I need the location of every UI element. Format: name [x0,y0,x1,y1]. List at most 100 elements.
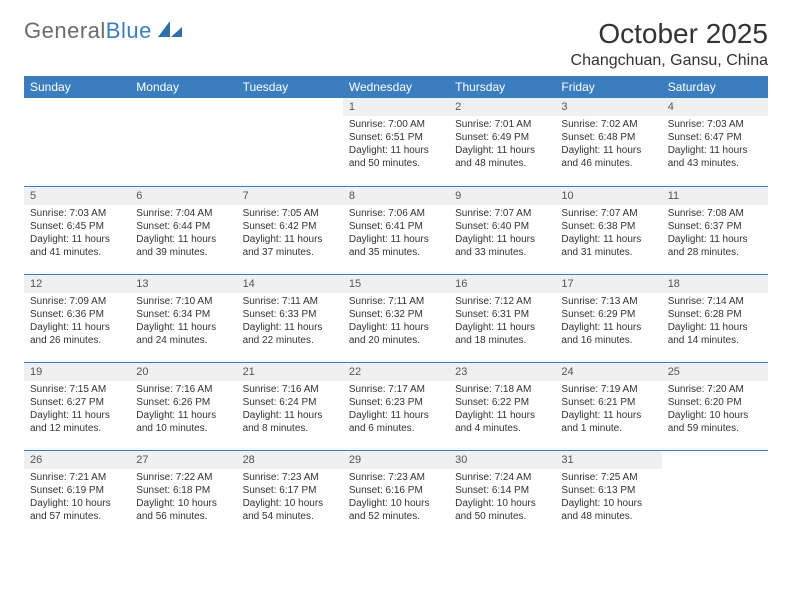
day-number: 14 [237,275,343,293]
calendar-cell: .. [662,450,768,538]
day-number: 7 [237,187,343,205]
calendar-cell: 24Sunrise: 7:19 AMSunset: 6:21 PMDayligh… [555,362,661,450]
day-number: 21 [237,363,343,381]
sunset-line: Sunset: 6:21 PM [561,396,655,409]
day-number: 27 [130,451,236,469]
sunset-line: Sunset: 6:20 PM [668,396,762,409]
day-detail: Sunrise: 7:16 AMSunset: 6:24 PMDaylight:… [237,381,343,439]
day-detail: Sunrise: 7:12 AMSunset: 6:31 PMDaylight:… [449,293,555,351]
day-detail: Sunrise: 7:23 AMSunset: 6:17 PMDaylight:… [237,469,343,527]
daylight-line: Daylight: 11 hours and 22 minutes. [243,321,337,347]
day-number: 24 [555,363,661,381]
sunrise-line: Sunrise: 7:12 AM [455,295,549,308]
sunset-line: Sunset: 6:49 PM [455,131,549,144]
daylight-line: Daylight: 10 hours and 50 minutes. [455,497,549,523]
day-number: 23 [449,363,555,381]
sunrise-line: Sunrise: 7:05 AM [243,207,337,220]
daylight-line: Daylight: 10 hours and 54 minutes. [243,497,337,523]
sunset-line: Sunset: 6:42 PM [243,220,337,233]
sunrise-line: Sunrise: 7:20 AM [668,383,762,396]
sunrise-line: Sunrise: 7:17 AM [349,383,443,396]
day-detail: Sunrise: 7:03 AMSunset: 6:47 PMDaylight:… [662,116,768,174]
day-number: 29 [343,451,449,469]
day-detail: Sunrise: 7:18 AMSunset: 6:22 PMDaylight:… [449,381,555,439]
sunset-line: Sunset: 6:29 PM [561,308,655,321]
calendar-page: GeneralBlue October 2025 Changchuan, Gan… [0,0,792,538]
sunrise-line: Sunrise: 7:03 AM [30,207,124,220]
day-number: 9 [449,187,555,205]
day-number: 15 [343,275,449,293]
calendar-table: Sunday Monday Tuesday Wednesday Thursday… [24,76,768,538]
calendar-cell: 25Sunrise: 7:20 AMSunset: 6:20 PMDayligh… [662,362,768,450]
sunset-line: Sunset: 6:23 PM [349,396,443,409]
sunset-line: Sunset: 6:48 PM [561,131,655,144]
calendar-cell: 16Sunrise: 7:12 AMSunset: 6:31 PMDayligh… [449,274,555,362]
day-number: 1 [343,98,449,116]
sunset-line: Sunset: 6:33 PM [243,308,337,321]
calendar-cell: 5Sunrise: 7:03 AMSunset: 6:45 PMDaylight… [24,186,130,274]
daylight-line: Daylight: 11 hours and 10 minutes. [136,409,230,435]
calendar-cell: 8Sunrise: 7:06 AMSunset: 6:41 PMDaylight… [343,186,449,274]
sunset-line: Sunset: 6:37 PM [668,220,762,233]
sunrise-line: Sunrise: 7:14 AM [668,295,762,308]
weekday-header: Monday [130,76,236,98]
logo: GeneralBlue [24,18,184,44]
logo-text-1: General [24,18,106,44]
calendar-week-row: 19 Sunrise: 7:15 AMSunset: 6:27 PM Dayligh… [24,362,768,450]
sunset-line: Sunset: 6:26 PM [136,396,230,409]
weekday-header-row: Sunday Monday Tuesday Wednesday Thursday… [24,76,768,98]
calendar-cell: 27Sunrise: 7:22 AMSunset: 6:18 PMDayligh… [130,450,236,538]
calendar-cell: 12Sunrise: 7:09 AMSunset: 6:36 PMDayligh… [24,274,130,362]
day-number: 4 [662,98,768,116]
daylight-line: Daylight: 11 hours and 41 minutes. [30,233,124,259]
calendar-cell: 1Sunrise: 7:00 AMSunset: 6:51 PMDaylight… [343,98,449,186]
day-number: 28 [237,451,343,469]
calendar-cell: .. [130,98,236,186]
day-detail: Sunrise: 7:03 AMSunset: 6:45 PMDaylight:… [24,205,130,263]
daylight-line: Daylight: 11 hours and 4 minutes. [455,409,549,435]
day-number: 19 [24,363,130,381]
sunset-line: Sunset: 6:17 PM [243,484,337,497]
sunset-line: Sunset: 6:44 PM [136,220,230,233]
daylight-line: Daylight: 11 hours and 8 minutes. [243,409,337,435]
calendar-cell: 29Sunrise: 7:23 AMSunset: 6:16 PMDayligh… [343,450,449,538]
day-detail: Sunrise: 7:20 AMSunset: 6:20 PMDaylight:… [662,381,768,439]
daylight-line: Daylight: 11 hours and 31 minutes. [561,233,655,259]
sunrise-line: Sunrise: 7:10 AM [136,295,230,308]
calendar-cell: 22Sunrise: 7:17 AMSunset: 6:23 PMDayligh… [343,362,449,450]
sunrise-line: Sunrise: 7:23 AM [243,471,337,484]
day-number: 22 [343,363,449,381]
day-number: 2 [449,98,555,116]
calendar-week-row: ......1Sunrise: 7:00 AMSunset: 6:51 PMDa… [24,98,768,186]
sunset-line: Sunset: 6:19 PM [30,484,124,497]
daylight-line: Daylight: 11 hours and 43 minutes. [668,144,762,170]
day-number: 11 [662,187,768,205]
sunrise-line: Sunrise: 7:18 AM [455,383,549,396]
sunrise-line: Sunrise: 7:22 AM [136,471,230,484]
sunrise-line: Sunrise: 7:15 AM [30,383,124,396]
day-detail: Sunrise: 7:02 AMSunset: 6:48 PMDaylight:… [555,116,661,174]
weekday-header: Thursday [449,76,555,98]
daylight-line: Daylight: 11 hours and 50 minutes. [349,144,443,170]
daylight-line: Daylight: 11 hours and 35 minutes. [349,233,443,259]
day-detail: Sunrise: 7:25 AMSunset: 6:13 PMDaylight:… [555,469,661,527]
sunrise-line: Sunrise: 7:06 AM [349,207,443,220]
sunset-line: Sunset: 6:31 PM [455,308,549,321]
calendar-cell: 15Sunrise: 7:11 AMSunset: 6:32 PMDayligh… [343,274,449,362]
sunset-line: Sunset: 6:27 PM [30,396,124,409]
daylight-line: Daylight: 11 hours and 37 minutes. [243,233,337,259]
calendar-cell: 18Sunrise: 7:14 AMSunset: 6:28 PMDayligh… [662,274,768,362]
daylight-line: Daylight: 11 hours and 20 minutes. [349,321,443,347]
day-detail: Sunrise: 7:08 AMSunset: 6:37 PMDaylight:… [662,205,768,263]
calendar-cell: 23Sunrise: 7:18 AMSunset: 6:22 PMDayligh… [449,362,555,450]
weekday-header: Sunday [24,76,130,98]
sunset-line: Sunset: 6:22 PM [455,396,549,409]
calendar-cell: 9Sunrise: 7:07 AMSunset: 6:40 PMDaylight… [449,186,555,274]
month-title: October 2025 [571,18,768,50]
daylight-line: Daylight: 11 hours and 28 minutes. [668,233,762,259]
weekday-header: Wednesday [343,76,449,98]
day-detail: Sunrise: 7:07 AMSunset: 6:40 PMDaylight:… [449,205,555,263]
sunrise-line: Sunrise: 7:00 AM [349,118,443,131]
sunrise-line: Sunrise: 7:03 AM [668,118,762,131]
calendar-cell: 26Sunrise: 7:21 AMSunset: 6:19 PMDayligh… [24,450,130,538]
